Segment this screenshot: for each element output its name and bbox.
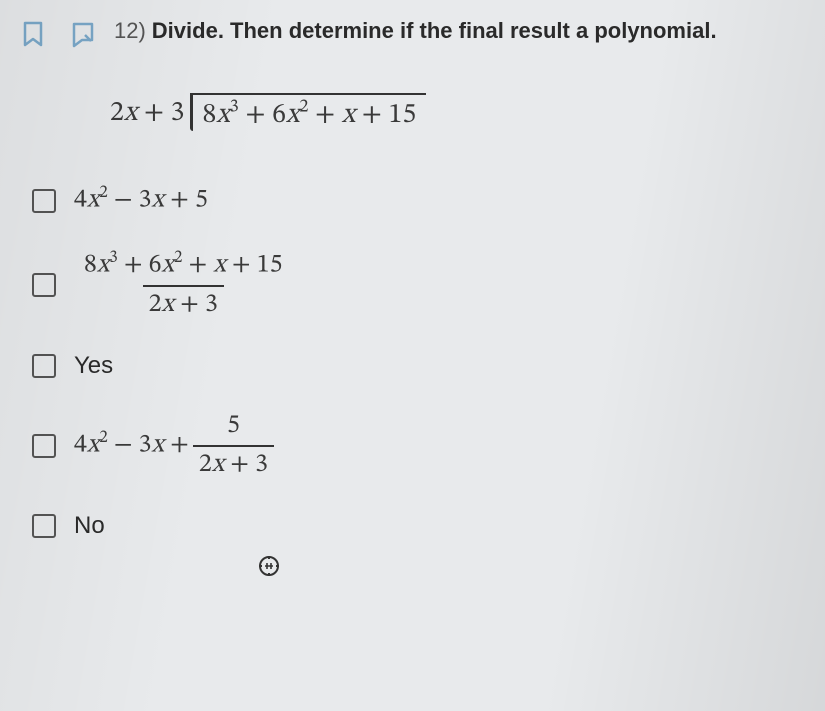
long-division: 2x + 3 8x3 + 6x2 + x + 15: [110, 93, 426, 133]
option-1[interactable]: 4x2 − 3x + 5: [32, 183, 825, 218]
question-row: 12) Divide. Then determine if the final …: [114, 18, 805, 44]
option-5-value: No: [74, 512, 105, 540]
question-number: 12): [114, 18, 146, 44]
problem-expression: 2x + 3 8x3 + 6x2 + x + 15: [0, 53, 825, 133]
option-2-value: 8x3 + 6x2 + x + 15 2x + 3: [74, 248, 292, 322]
question-text: Divide. Then determine if the final resu…: [152, 18, 717, 44]
note-icon[interactable]: [70, 20, 96, 53]
option-1-value: 4x2 − 3x + 5: [74, 183, 208, 218]
answer-options: 4x2 − 3x + 5 8x3 + 6x2 + x + 15 2x + 3 Y…: [0, 133, 825, 539]
checkbox-icon[interactable]: [32, 434, 56, 458]
option-4-value: 4x2 − 3x + 5 2x + 3: [74, 410, 278, 482]
header-icons: [20, 20, 96, 53]
checkbox-icon[interactable]: [32, 189, 56, 213]
option-2[interactable]: 8x3 + 6x2 + x + 15 2x + 3: [32, 248, 825, 322]
option-5[interactable]: No: [32, 512, 825, 540]
bookmark-icon[interactable]: [20, 20, 46, 53]
question-header: 12) Divide. Then determine if the final …: [0, 0, 825, 53]
pointer-cursor-icon: [256, 553, 282, 584]
option-3-value: Yes: [74, 352, 113, 380]
checkbox-icon[interactable]: [32, 514, 56, 538]
checkbox-icon[interactable]: [32, 354, 56, 378]
option-3[interactable]: Yes: [32, 352, 825, 380]
option-4[interactable]: 4x2 − 3x + 5 2x + 3: [32, 410, 825, 482]
divisor: 2x + 3: [110, 96, 190, 131]
checkbox-icon[interactable]: [32, 273, 56, 297]
dividend: 8x3 + 6x2 + x + 15: [190, 93, 426, 133]
